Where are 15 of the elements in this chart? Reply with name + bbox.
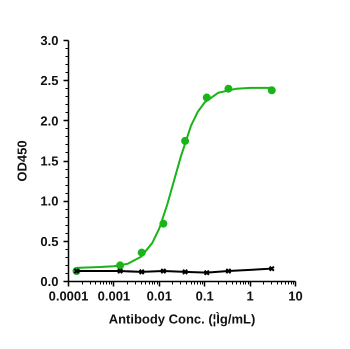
x-tick-label: 0.1 bbox=[196, 288, 214, 304]
y-axis-title: OD450 bbox=[14, 140, 30, 182]
y-tick-label: 3.0 bbox=[40, 33, 59, 48]
x-tick-label: 0.01 bbox=[146, 288, 172, 304]
x-tick-label: 0.0001 bbox=[48, 288, 88, 304]
x-tick-label: 1 bbox=[246, 288, 254, 304]
y-tick-label: 2.0 bbox=[40, 113, 59, 128]
x-tick-label: 0.001 bbox=[98, 288, 130, 304]
x-tick-label: 10 bbox=[288, 288, 303, 304]
y-tick-label: 1.0 bbox=[40, 194, 59, 209]
y-tick-label: 2.5 bbox=[40, 73, 59, 88]
y-tick-label: 0.5 bbox=[40, 234, 59, 249]
y-tick-label: 0.0 bbox=[40, 274, 59, 289]
x-axis-title: Antibody Conc. (¦Ìg/mL) bbox=[108, 312, 256, 326]
y-tick-label: 1.5 bbox=[40, 154, 59, 168]
